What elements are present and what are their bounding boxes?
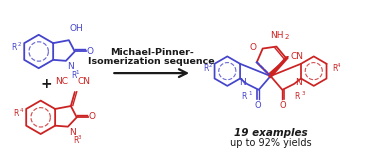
- Text: O: O: [250, 43, 257, 52]
- Text: O: O: [87, 46, 94, 55]
- Text: N: N: [67, 62, 74, 71]
- Text: R: R: [332, 64, 338, 73]
- Text: R: R: [73, 137, 78, 146]
- Text: 4: 4: [336, 63, 340, 68]
- Text: N: N: [239, 78, 246, 87]
- Text: +: +: [41, 77, 53, 91]
- Text: 3: 3: [302, 91, 305, 96]
- Text: 2: 2: [284, 34, 289, 40]
- Text: NC: NC: [55, 77, 68, 86]
- Text: Isomerization sequence: Isomerization sequence: [88, 57, 215, 66]
- Text: 3: 3: [78, 136, 81, 140]
- Polygon shape: [269, 56, 288, 76]
- Text: 1: 1: [76, 70, 79, 75]
- Text: OH: OH: [70, 24, 84, 33]
- Text: CN: CN: [290, 52, 303, 61]
- Text: 19 examples: 19 examples: [234, 128, 307, 138]
- Text: CN: CN: [78, 77, 91, 86]
- Text: O: O: [88, 112, 96, 121]
- Text: R: R: [203, 64, 209, 73]
- Text: R: R: [71, 71, 76, 80]
- Text: Michael-Pinner-: Michael-Pinner-: [110, 48, 194, 57]
- Text: R: R: [14, 109, 19, 118]
- Text: O: O: [254, 101, 261, 110]
- Text: 2: 2: [209, 63, 212, 68]
- Text: 4: 4: [20, 108, 23, 113]
- Text: 2: 2: [17, 42, 21, 47]
- Text: N: N: [69, 128, 76, 137]
- Text: R: R: [12, 43, 17, 52]
- Text: N: N: [295, 78, 302, 87]
- Text: 1: 1: [248, 91, 251, 96]
- Text: up to 92% yields: up to 92% yields: [230, 138, 311, 148]
- Text: R: R: [241, 92, 247, 101]
- Text: R: R: [294, 92, 300, 101]
- Text: O: O: [280, 101, 287, 110]
- Text: NH: NH: [270, 31, 283, 40]
